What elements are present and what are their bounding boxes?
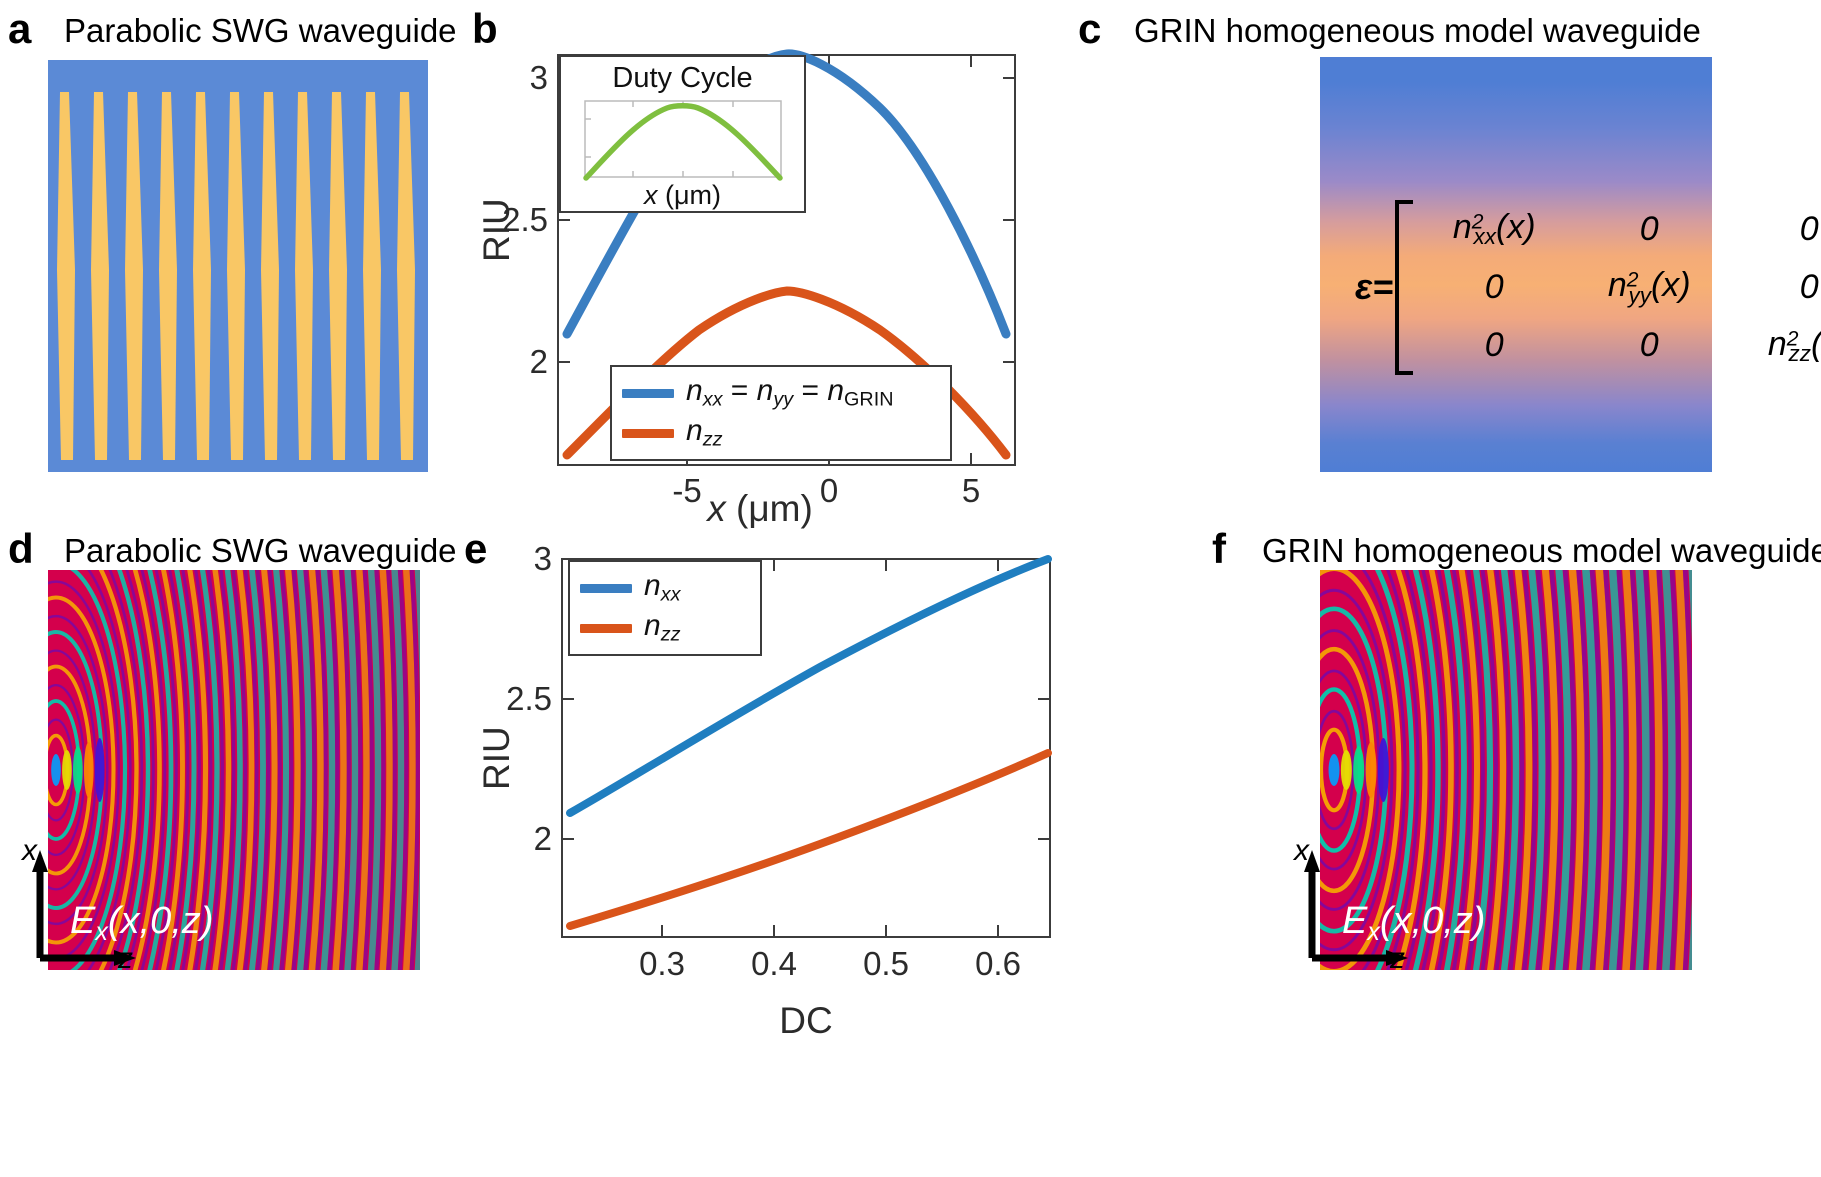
swg-waveguide-diagram <box>48 60 428 472</box>
panel-letter-e: e <box>464 525 488 572</box>
inset-title-duty-cycle: Duty Cycle <box>612 62 753 94</box>
matrix-cell-21: 0 <box>1484 267 1504 306</box>
panel-e-ylabel: RIU <box>476 726 517 790</box>
matrix-cell-12: 0 <box>1639 209 1659 248</box>
matrix-cell-22: n2yy(x) <box>1607 266 1691 308</box>
panel-e-ytick-25: 2.5 <box>506 680 552 717</box>
legend-swatch-nxx <box>622 388 674 398</box>
legend-item-nxx: nxx = nyy = nGRIN <box>622 373 940 413</box>
legend-swatch-e-nzz <box>580 623 632 633</box>
panel-e-xlabel: DC <box>779 1000 833 1041</box>
permittivity-matrix: ε= n2xx(x) 0 0 0 n2yy(x) 0 0 0 n2zz(x) <box>1355 200 1821 375</box>
matrix-bracket-left <box>1395 200 1414 375</box>
field-label-d: Ex(x,0,z) <box>70 900 214 947</box>
panel-b-ytick-25: 2.5 <box>502 201 548 238</box>
panel-b-legend: nxx = nyy = nGRIN nzz <box>610 365 952 461</box>
svg-text:x: x <box>20 834 38 867</box>
panel-title-c: GRIN homogeneous model waveguide <box>1134 12 1701 49</box>
panel-b-inset: Duty Cycle x (μm) <box>559 55 806 213</box>
panel-e-ytick-3: 3 <box>534 540 552 577</box>
epsilon-symbol: ε= <box>1355 266 1394 308</box>
field-map-swg <box>48 570 420 970</box>
legend-swatch-nzz <box>622 428 674 438</box>
panel-letter-a: a <box>8 5 32 52</box>
field-label-f: Ex(x,0,z) <box>1342 900 1486 947</box>
inset-xlabel: x (μm) <box>643 180 722 210</box>
panel-b-xtick-0: 0 <box>820 472 838 509</box>
panel-letter-d: d <box>8 525 34 572</box>
axes-indicator-d: x z <box>20 834 140 975</box>
svg-text:z: z <box>1389 942 1405 975</box>
svg-text:x: x <box>1292 834 1310 867</box>
panel-b-xlabel: x (μm) <box>707 488 813 529</box>
matrix-cell-23: 0 <box>1799 267 1819 306</box>
panel-b-xtick-m5: -5 <box>672 472 701 509</box>
panel-title-d: Parabolic SWG waveguide <box>64 532 457 569</box>
matrix-cell-33: n2zz(x) <box>1767 324 1821 366</box>
panel-b-ylabel: RIU <box>476 198 517 262</box>
legend-label-nxx: nxx = nyy = nGRIN <box>686 374 894 411</box>
panel-e-curve-nxx <box>566 555 1052 817</box>
swg-strips <box>57 92 415 460</box>
matrix-cell-31: 0 <box>1484 326 1504 365</box>
panel-e-xtick-03: 0.3 <box>639 945 685 982</box>
panel-e-xtick-05: 0.5 <box>863 945 909 982</box>
panel-letter-b: b <box>472 5 498 52</box>
matrix-grid: n2xx(x) 0 0 0 n2yy(x) 0 0 0 n2zz(x) <box>1413 200 1821 375</box>
panel-letter-f: f <box>1212 525 1226 572</box>
legend-label-nzz: nzz <box>686 414 723 451</box>
panel-title-f: GRIN homogeneous model waveguide <box>1262 532 1821 569</box>
panel-title-a: Parabolic SWG waveguide <box>64 12 457 49</box>
field-map-grin <box>1320 570 1692 970</box>
axes-indicator-f: x z <box>1292 834 1412 975</box>
inset-duty-cycle-curve <box>583 103 783 181</box>
panel-b-ytick-2: 2 <box>530 343 548 380</box>
panel-e-xtick-04: 0.4 <box>751 945 797 982</box>
svg-text:z: z <box>117 942 133 975</box>
panel-e-legend: nxx nzz <box>568 560 762 656</box>
legend-label-e-nxx: nxx <box>644 569 681 606</box>
legend-item-e-nzz: nzz <box>580 608 750 648</box>
legend-item-e-nxx: nxx <box>580 568 750 608</box>
legend-label-e-nzz: nzz <box>644 609 681 646</box>
panel-e-chart: 2 2.5 3 0.3 0.4 0.5 0.6 <box>470 540 1090 985</box>
legend-swatch-e-nxx <box>580 583 632 593</box>
legend-item-nzz: nzz <box>622 413 940 453</box>
panel-b-xtick-5: 5 <box>962 472 980 509</box>
panel-e-ytick-2: 2 <box>534 820 552 857</box>
matrix-cell-13: 0 <box>1799 209 1819 248</box>
panel-b-ytick-3: 3 <box>530 59 548 96</box>
panel-letter-c: c <box>1078 5 1102 52</box>
panel-e-curve-nzz <box>566 749 1052 930</box>
panel-e-xtick-06: 0.6 <box>975 945 1021 982</box>
grin-index-profile <box>1320 57 1712 472</box>
matrix-cell-32: 0 <box>1639 326 1659 365</box>
matrix-cell-11: n2xx(x) <box>1452 208 1536 250</box>
